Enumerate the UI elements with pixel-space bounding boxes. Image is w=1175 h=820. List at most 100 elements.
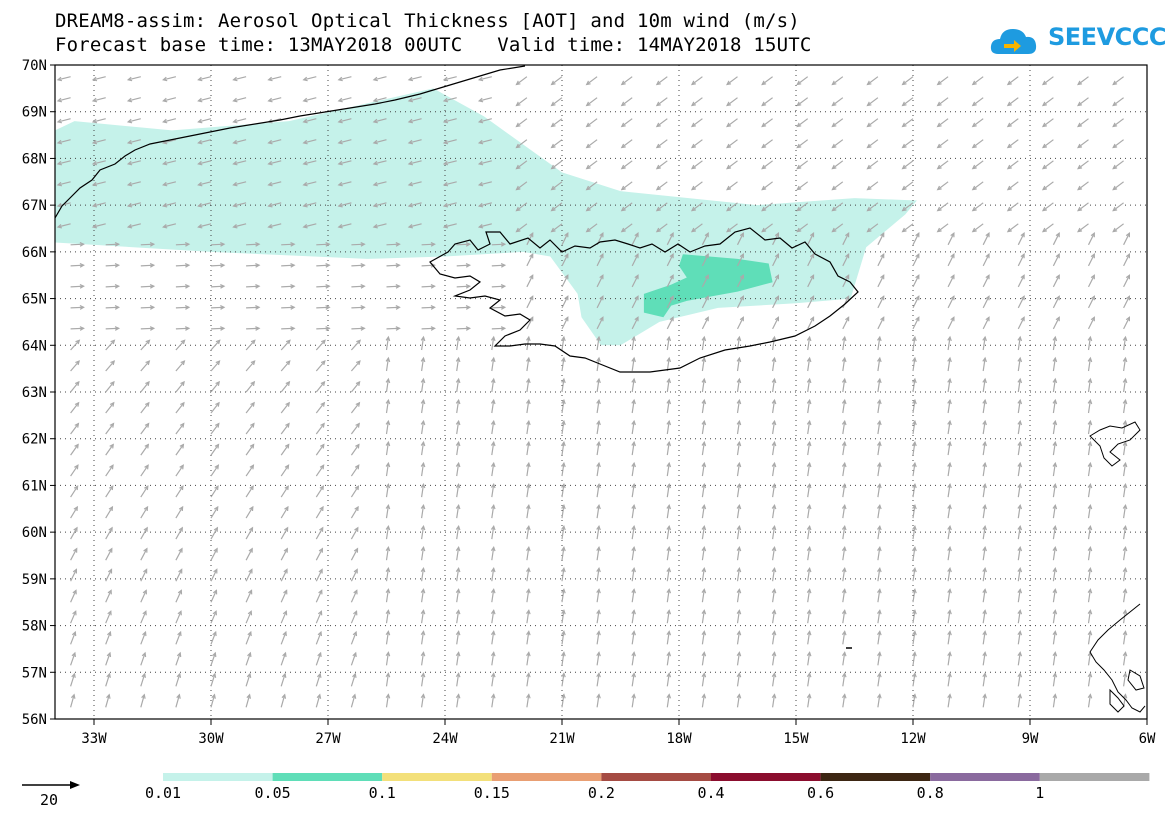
wind-arrow	[912, 651, 917, 666]
wind-arrow	[421, 242, 436, 247]
wind-arrow	[901, 181, 914, 191]
wind-arrow	[1017, 693, 1023, 708]
wind-arrow	[877, 525, 882, 540]
wind-arrow	[901, 139, 914, 149]
wind-arrow	[210, 401, 220, 414]
wind-arrow	[162, 76, 177, 82]
wind-arrow	[175, 464, 184, 477]
wind-arrow	[877, 377, 882, 393]
lat-tick-label: 61N	[22, 478, 47, 494]
wind-arrow	[350, 526, 359, 540]
wind-arrow	[806, 377, 812, 393]
wind-arrow	[515, 76, 528, 86]
wind-arrow	[806, 630, 812, 645]
wind-arrow	[585, 202, 598, 212]
wind-arrow	[690, 97, 703, 107]
wind-arrow	[1041, 118, 1054, 128]
wind-arrow	[140, 505, 149, 519]
wind-arrow	[140, 443, 150, 456]
wind-arrow	[420, 693, 426, 708]
wind-arrow	[912, 588, 917, 603]
wind-arrow	[982, 377, 987, 393]
wind-arrow	[232, 223, 247, 229]
wind-arrow	[1017, 419, 1023, 435]
wind-arrow	[175, 422, 185, 435]
wind-arrow	[385, 525, 391, 540]
wind-arrow	[407, 76, 422, 82]
wind-arrow	[70, 326, 85, 331]
wind-arrow	[420, 545, 426, 561]
lat-tick-label: 64N	[22, 338, 47, 354]
wind-arrow	[912, 672, 917, 687]
wind-arrow	[280, 422, 290, 435]
wind-arrow	[1017, 483, 1023, 498]
wind-arrow	[442, 202, 457, 208]
wind-arrow	[280, 630, 287, 645]
wind-arrow	[726, 181, 738, 191]
wind-arrow	[232, 97, 247, 103]
wind-arrow	[1041, 160, 1054, 170]
wind-arrow	[831, 181, 844, 191]
wind-arrow	[796, 118, 809, 128]
wind-arrow	[912, 461, 917, 477]
wind-arrow	[210, 326, 226, 331]
wind-arrow	[372, 223, 387, 229]
wind-arrow	[631, 545, 636, 561]
wind-arrow	[232, 139, 247, 145]
wind-arrow	[140, 589, 147, 603]
wind-arrow	[1087, 253, 1095, 267]
wind-arrow	[175, 242, 191, 247]
wind-arrow	[232, 181, 247, 187]
wind-arrow	[1052, 316, 1060, 330]
wind-arrow	[140, 630, 147, 645]
wind-arrow	[620, 160, 633, 170]
wind-arrow	[912, 231, 920, 246]
wind-arrow	[666, 295, 674, 309]
wind-arrow	[736, 693, 742, 708]
wind-arrow	[877, 461, 882, 477]
wind-arrow	[350, 568, 358, 582]
wind-arrow	[1052, 672, 1058, 687]
wind-arrow	[515, 223, 528, 233]
wind-arrow	[456, 305, 472, 310]
wind-arrow	[736, 252, 744, 267]
wind-arrow	[1077, 160, 1089, 170]
wind-arrow	[1112, 181, 1124, 191]
wind-arrow	[982, 630, 987, 645]
wind-arrow	[982, 274, 990, 288]
wind-arrow	[280, 485, 289, 498]
wind-arrow	[455, 440, 461, 456]
wind-arrow	[350, 651, 357, 666]
wind-arrow	[197, 181, 212, 187]
wind-arrow	[70, 263, 85, 268]
logo-text: SEEVCCC	[1048, 23, 1167, 51]
wind-arrow	[1017, 525, 1023, 540]
wind-arrow	[477, 76, 492, 82]
wind-arrow	[316, 284, 331, 289]
wind-arrow	[561, 377, 566, 393]
wind-arrow	[526, 295, 534, 309]
wind-arrow	[877, 419, 882, 435]
wind-arrow	[1087, 609, 1093, 624]
colorbar-bin	[272, 773, 383, 781]
wind-arrow	[736, 231, 744, 246]
wind-arrow	[337, 139, 352, 145]
wind-arrow	[666, 440, 672, 456]
wind-arrow	[1122, 398, 1128, 414]
wind-arrow	[796, 76, 809, 86]
wind-arrow	[550, 97, 563, 107]
wind-arrow	[901, 118, 914, 128]
wind-arrow	[701, 274, 709, 288]
wind-arrow	[515, 181, 528, 191]
wind-arrow	[70, 464, 79, 477]
wind-arrow	[936, 97, 949, 107]
wind-arrow	[315, 568, 323, 582]
lon-tick-label: 30W	[198, 731, 224, 747]
wind-arrow	[490, 461, 496, 477]
wind-arrow	[806, 461, 812, 477]
wind-arrow	[526, 525, 531, 540]
wind-arrow	[350, 443, 360, 456]
wind-arrow	[666, 483, 672, 498]
wind-arrow	[912, 483, 917, 498]
wind-arrow	[70, 651, 76, 666]
